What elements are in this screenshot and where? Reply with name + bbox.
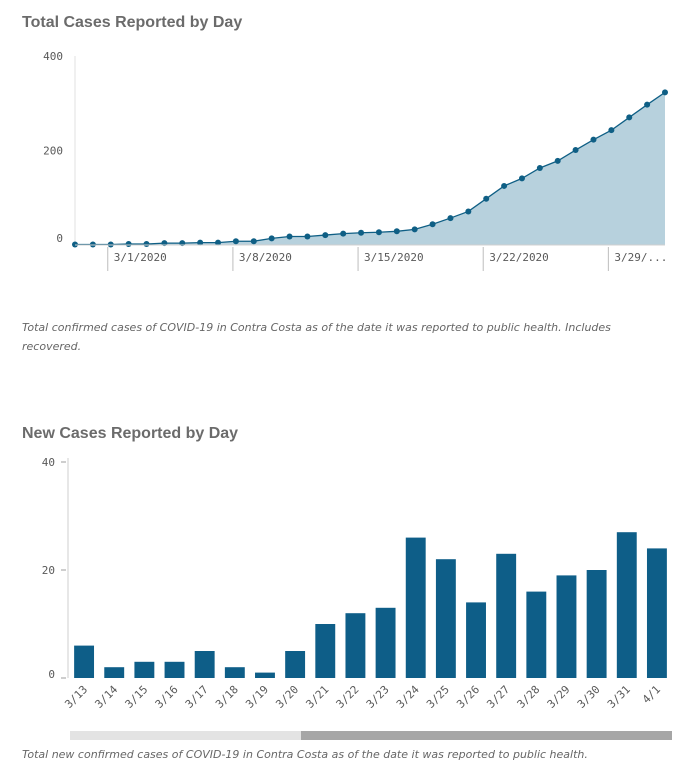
x-tick-label: 3/13 — [62, 683, 90, 711]
data-point — [143, 241, 150, 248]
y-tick-label: 40 — [42, 456, 55, 469]
x-tick-label: 3/15/2020 — [364, 251, 424, 264]
x-tick-label: 3/19 — [243, 683, 271, 711]
bar — [375, 607, 396, 678]
data-point — [644, 101, 651, 108]
data-point — [358, 229, 365, 236]
x-tick-label: 3/17 — [183, 683, 211, 711]
y-tick-label: 400 — [43, 50, 63, 63]
data-point — [572, 147, 579, 154]
data-point — [268, 235, 275, 242]
x-tick-label: 3/26 — [454, 683, 482, 711]
chart-scrollbar-thumb[interactable] — [301, 731, 672, 740]
bar — [285, 651, 306, 678]
data-point — [411, 226, 418, 233]
x-tick-label: 3/25 — [424, 683, 452, 711]
x-tick-label: 3/14 — [92, 683, 120, 711]
x-tick-label: 3/28 — [515, 683, 543, 711]
bar — [74, 645, 95, 678]
x-tick-label: 3/24 — [394, 683, 422, 711]
x-tick-label: 3/22/2020 — [489, 251, 549, 264]
chart-title-new-cases: New Cases Reported by Day — [22, 425, 239, 442]
data-point — [518, 175, 525, 182]
x-tick-label: 3/1/2020 — [114, 251, 167, 264]
data-point — [590, 136, 597, 143]
data-point — [447, 215, 454, 222]
bar — [164, 661, 185, 678]
x-tick-label: 4/1 — [640, 683, 663, 706]
x-tick-label: 3/8/2020 — [239, 251, 292, 264]
bar — [405, 537, 426, 678]
data-point — [304, 233, 311, 240]
x-tick-label: 3/23 — [364, 683, 392, 711]
x-tick-label: 3/18 — [213, 683, 241, 711]
bar — [315, 624, 336, 678]
bar — [646, 548, 667, 678]
chart-caption-total-cases: Total confirmed cases of COVID-19 in Con… — [22, 321, 611, 353]
bar — [586, 570, 607, 678]
x-tick-label: 3/15 — [123, 683, 151, 711]
bar — [345, 613, 366, 678]
bar — [616, 532, 637, 678]
data-point — [501, 182, 508, 189]
data-point — [536, 164, 543, 171]
bar — [466, 602, 486, 678]
bar — [104, 667, 125, 678]
data-point — [626, 114, 633, 121]
x-tick-label: 3/29 — [545, 683, 573, 711]
chart-caption-new-cases: Total new confirmed cases of COVID-19 in… — [22, 748, 588, 761]
y-tick-label: 0 — [56, 232, 63, 245]
x-tick-label: 3/22 — [334, 683, 362, 711]
data-point — [197, 239, 204, 246]
data-point — [608, 127, 615, 134]
bar — [255, 672, 275, 678]
data-point — [483, 195, 490, 202]
series-line — [75, 91, 666, 246]
data-point — [429, 221, 436, 228]
data-point — [662, 89, 668, 96]
bar — [526, 591, 547, 678]
data-point — [286, 233, 293, 240]
bar — [496, 553, 517, 678]
x-tick-label: 3/16 — [153, 683, 181, 711]
data-point — [250, 238, 257, 245]
chart-title-total-cases: Total Cases Reported by Day — [22, 14, 243, 31]
bar — [194, 651, 215, 678]
y-tick-label: 200 — [43, 145, 63, 158]
data-point — [554, 157, 561, 164]
bar — [224, 667, 245, 678]
x-tick-label: 3/29/... — [614, 251, 667, 264]
data-point — [125, 241, 132, 248]
data-point — [375, 229, 382, 236]
data-point — [322, 232, 329, 239]
x-tick-label: 3/27 — [484, 683, 512, 711]
bar — [435, 559, 456, 678]
x-tick-label: 3/30 — [575, 683, 603, 711]
x-tick-label: 3/31 — [605, 683, 633, 711]
area-fill — [75, 92, 665, 245]
y-tick-label: 0 — [48, 668, 55, 681]
y-tick-label: 20 — [42, 564, 55, 577]
data-point — [215, 239, 222, 246]
data-point — [340, 230, 347, 237]
data-point — [465, 208, 472, 215]
total-cases-chart[interactable]: 0 200 400 3/1/2020 3/8/2020 3/15/2020 3/22/202… — [0, 40, 691, 280]
bar — [134, 661, 155, 678]
x-tick-label: 3/20 — [273, 683, 301, 711]
data-point — [393, 228, 400, 235]
x-tick-label: 3/21 — [303, 683, 331, 711]
data-point — [232, 238, 239, 245]
chart-scrollbar[interactable] — [70, 731, 672, 740]
bar — [556, 575, 577, 678]
